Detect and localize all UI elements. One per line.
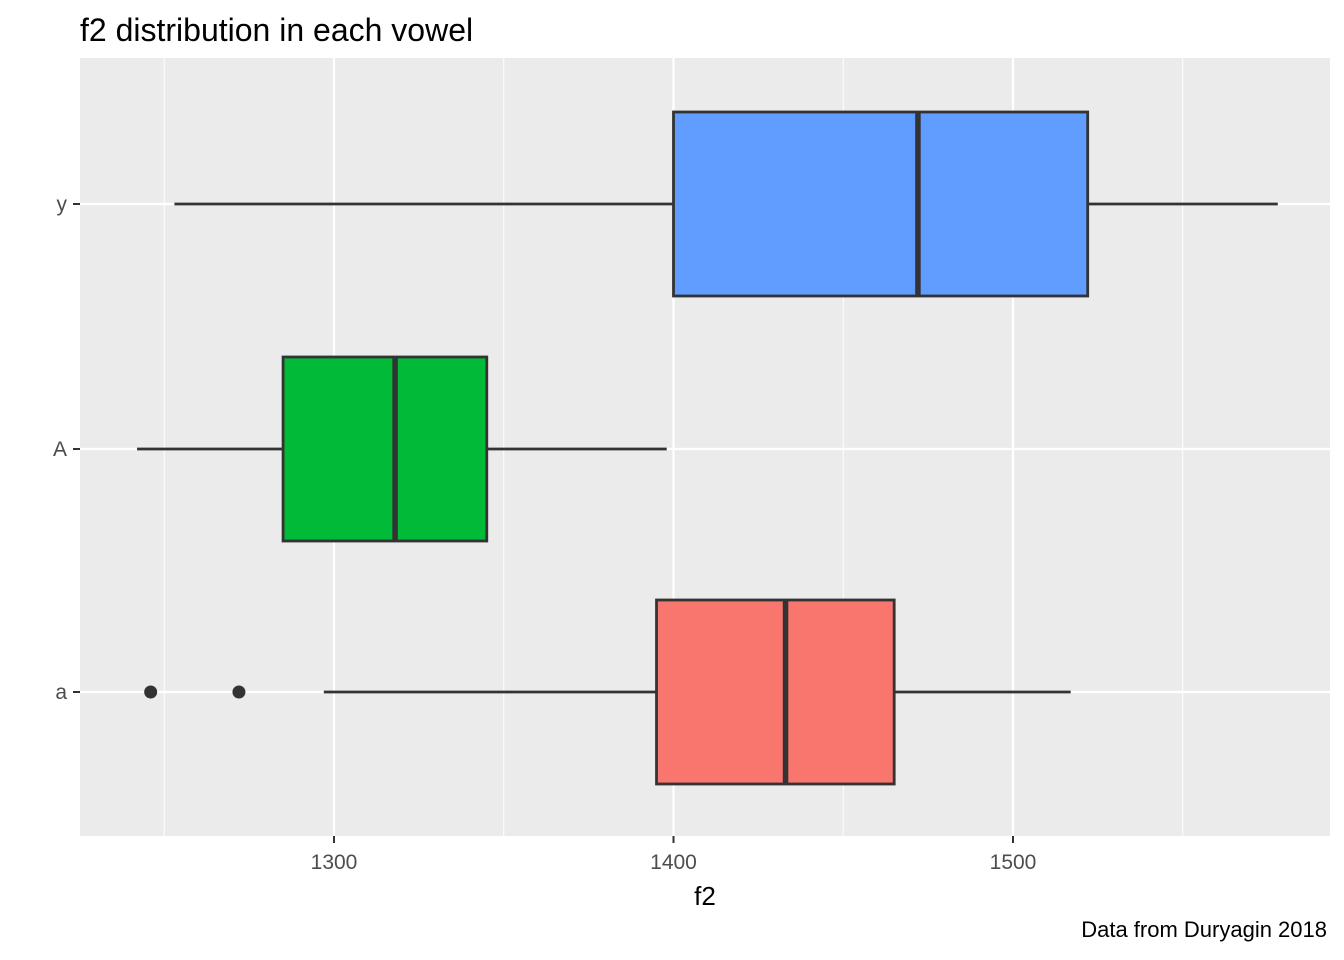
y-tick-label: y (57, 193, 68, 216)
chart-caption: Data from Duryagin 2018 (1081, 917, 1327, 942)
boxes (281, 110, 1090, 786)
outlier-point-lower-a (144, 685, 158, 699)
whiskers (137, 202, 1278, 694)
x-tick-label: 1300 (311, 851, 358, 874)
outlier-point-lower-a (232, 685, 246, 699)
chart-title: f2 distribution in each vowel (80, 12, 473, 48)
x-axis-title: f2 (694, 881, 716, 911)
outliers (144, 685, 246, 699)
y-tick-label: A (53, 438, 67, 461)
y-tick-label: a (55, 681, 67, 704)
axes: 1300 1400 1500 a Ay (53, 193, 1036, 874)
box-upper-a (281, 355, 489, 543)
x-tick-label: 1400 (650, 851, 697, 874)
box-y (672, 110, 1090, 298)
x-tick-label: 1500 (990, 851, 1037, 874)
box-lower-a (655, 598, 896, 786)
